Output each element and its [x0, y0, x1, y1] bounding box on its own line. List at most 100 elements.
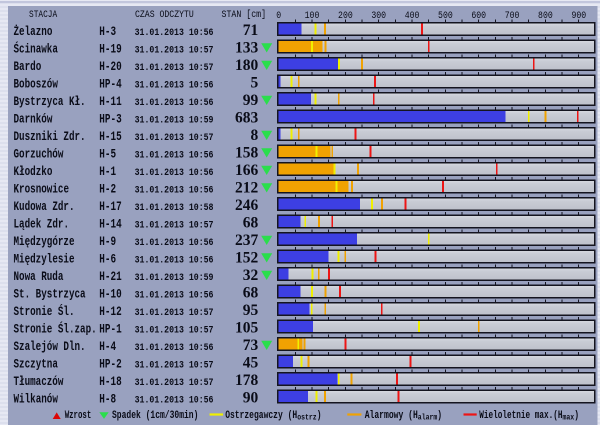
svg-text:H-9: H-9 — [99, 235, 116, 249]
svg-text:178: 178 — [235, 372, 259, 389]
svg-text:Krosnowice: Krosnowice — [14, 183, 70, 197]
svg-text:H-2: H-2 — [99, 183, 116, 197]
svg-text:Wieloletnie max.(H: Wieloletnie max.(H — [479, 410, 562, 422]
svg-text:Bardo: Bardo — [14, 60, 42, 74]
svg-text:H-21: H-21 — [99, 270, 121, 284]
svg-text:45: 45 — [243, 355, 259, 372]
svg-text:Nowa Ruda: Nowa Ruda — [14, 270, 64, 284]
svg-text:): ) — [574, 410, 579, 422]
svg-text:31.01.2013 10:56: 31.01.2013 10:56 — [135, 255, 214, 267]
svg-text:Stronie Śl.: Stronie Śl. — [14, 304, 75, 319]
svg-text:H-12: H-12 — [99, 305, 121, 319]
svg-text:68: 68 — [243, 215, 259, 232]
svg-text:H-19: H-19 — [99, 43, 121, 57]
svg-text:31.01.2013 10:57: 31.01.2013 10:57 — [135, 220, 214, 232]
svg-text:max: max — [563, 413, 575, 422]
svg-text:8: 8 — [250, 127, 258, 144]
svg-text:166: 166 — [235, 162, 259, 179]
svg-text:Żelazno: Żelazno — [14, 24, 53, 39]
svg-text:Ścinawka: Ścinawka — [14, 42, 59, 57]
svg-text:Międzygórze: Międzygórze — [14, 235, 75, 249]
svg-text:31.01.2013 10:56: 31.01.2013 10:56 — [135, 150, 214, 162]
svg-text:Duszniki Zdr.: Duszniki Zdr. — [14, 130, 86, 144]
svg-text:400: 400 — [405, 10, 420, 22]
svg-text:31.01.2013 10:56: 31.01.2013 10:56 — [135, 80, 214, 92]
svg-text:STAN [cm]: STAN [cm] — [222, 9, 267, 21]
svg-text:31.01.2013 10:56: 31.01.2013 10:56 — [135, 290, 214, 302]
svg-text:683: 683 — [235, 110, 259, 127]
svg-text:Szczytna: Szczytna — [14, 358, 59, 372]
svg-text:H-3: H-3 — [99, 25, 116, 39]
svg-text:95: 95 — [243, 302, 259, 319]
svg-text:CZAS ODCZYTU: CZAS ODCZYTU — [135, 9, 194, 21]
svg-text:0: 0 — [276, 10, 281, 22]
svg-text:Bystrzyca Kł.: Bystrzyca Kł. — [14, 95, 86, 109]
svg-text:133: 133 — [235, 40, 259, 57]
svg-text:246: 246 — [235, 197, 259, 214]
svg-text:152: 152 — [235, 250, 259, 267]
svg-text:H-5: H-5 — [99, 148, 116, 162]
svg-text:5: 5 — [250, 75, 258, 92]
svg-text:31.01.2013 10:57: 31.01.2013 10:57 — [135, 132, 214, 144]
svg-text:H-6: H-6 — [99, 253, 116, 267]
svg-text:73: 73 — [243, 337, 259, 354]
svg-text:31.01.2013 10:57: 31.01.2013 10:57 — [135, 45, 214, 57]
svg-text:STACJA: STACJA — [29, 9, 58, 21]
svg-text:31.01.2013 10:56: 31.01.2013 10:56 — [135, 27, 214, 39]
svg-text:HP-1: HP-1 — [99, 323, 121, 337]
svg-text:500: 500 — [438, 10, 453, 22]
svg-text:HP-2: HP-2 — [99, 358, 121, 372]
svg-text:Alarmowy (H: Alarmowy (H — [365, 410, 418, 422]
svg-text:300: 300 — [371, 10, 386, 22]
svg-text:Wilkanów: Wilkanów — [14, 393, 59, 407]
svg-text:31.01.2013 10:57: 31.01.2013 10:57 — [135, 360, 214, 372]
svg-text:32: 32 — [243, 267, 259, 284]
svg-text:68: 68 — [243, 285, 259, 302]
svg-text:31.01.2013 10:56: 31.01.2013 10:56 — [135, 97, 214, 109]
svg-text:H-17: H-17 — [99, 200, 121, 214]
svg-text:H-11: H-11 — [99, 95, 121, 109]
svg-text:Szalejów Dln.: Szalejów Dln. — [14, 340, 86, 354]
svg-text:99: 99 — [243, 92, 259, 109]
svg-text:71: 71 — [243, 22, 259, 39]
svg-text:HP-4: HP-4 — [99, 78, 122, 92]
svg-text:31.01.2013 10:56: 31.01.2013 10:56 — [135, 167, 214, 179]
svg-text:H-4: H-4 — [99, 340, 116, 354]
svg-text:800: 800 — [538, 10, 553, 22]
svg-text:31.01.2013 10:59: 31.01.2013 10:59 — [135, 272, 214, 284]
svg-text:31.01.2013 10:56: 31.01.2013 10:56 — [135, 342, 214, 354]
svg-text:31.01.2013 10:56: 31.01.2013 10:56 — [135, 237, 214, 249]
svg-text:158: 158 — [235, 145, 259, 162]
svg-text:Wzrost: Wzrost — [65, 410, 92, 422]
svg-text:H-10: H-10 — [99, 288, 121, 302]
svg-text:100: 100 — [305, 10, 320, 22]
svg-text:H-18: H-18 — [99, 375, 121, 389]
svg-text:Kłodzko: Kłodzko — [14, 165, 53, 179]
svg-text:90: 90 — [243, 390, 259, 407]
svg-text:31.01.2013 10:57: 31.01.2013 10:57 — [135, 62, 214, 74]
svg-text:200: 200 — [338, 10, 353, 22]
svg-text:600: 600 — [471, 10, 486, 22]
svg-text:H-14: H-14 — [99, 218, 122, 232]
svg-text:180: 180 — [235, 57, 259, 74]
svg-text:31.01.2013 10:57: 31.01.2013 10:57 — [135, 307, 214, 319]
svg-text:alarm: alarm — [418, 413, 438, 422]
svg-text:31.01.2013 10:56: 31.01.2013 10:56 — [135, 185, 214, 197]
svg-text:212: 212 — [235, 180, 259, 197]
svg-text:31.01.2013 10:56: 31.01.2013 10:56 — [135, 395, 214, 407]
svg-text:700: 700 — [505, 10, 520, 22]
svg-text:H-1: H-1 — [99, 165, 116, 179]
svg-text:900: 900 — [571, 10, 586, 22]
svg-text:H-8: H-8 — [99, 393, 116, 407]
svg-text:Lądek Zdr.: Lądek Zdr. — [14, 218, 70, 232]
svg-text:105: 105 — [235, 320, 259, 337]
svg-text:Spadek (1cm/30min): Spadek (1cm/30min) — [112, 410, 198, 422]
svg-text:Kudowa Zdr.: Kudowa Zdr. — [14, 200, 75, 214]
svg-text:Stronie Śl.zap.: Stronie Śl.zap. — [14, 322, 97, 337]
svg-text:237: 237 — [235, 232, 259, 249]
svg-text:HP-3: HP-3 — [99, 113, 121, 127]
svg-text:31.01.2013 10:57: 31.01.2013 10:57 — [135, 325, 214, 337]
svg-text:H-15: H-15 — [99, 130, 121, 144]
svg-text:ostrz: ostrz — [297, 413, 317, 422]
svg-text:Międzylesie: Międzylesie — [14, 253, 75, 267]
